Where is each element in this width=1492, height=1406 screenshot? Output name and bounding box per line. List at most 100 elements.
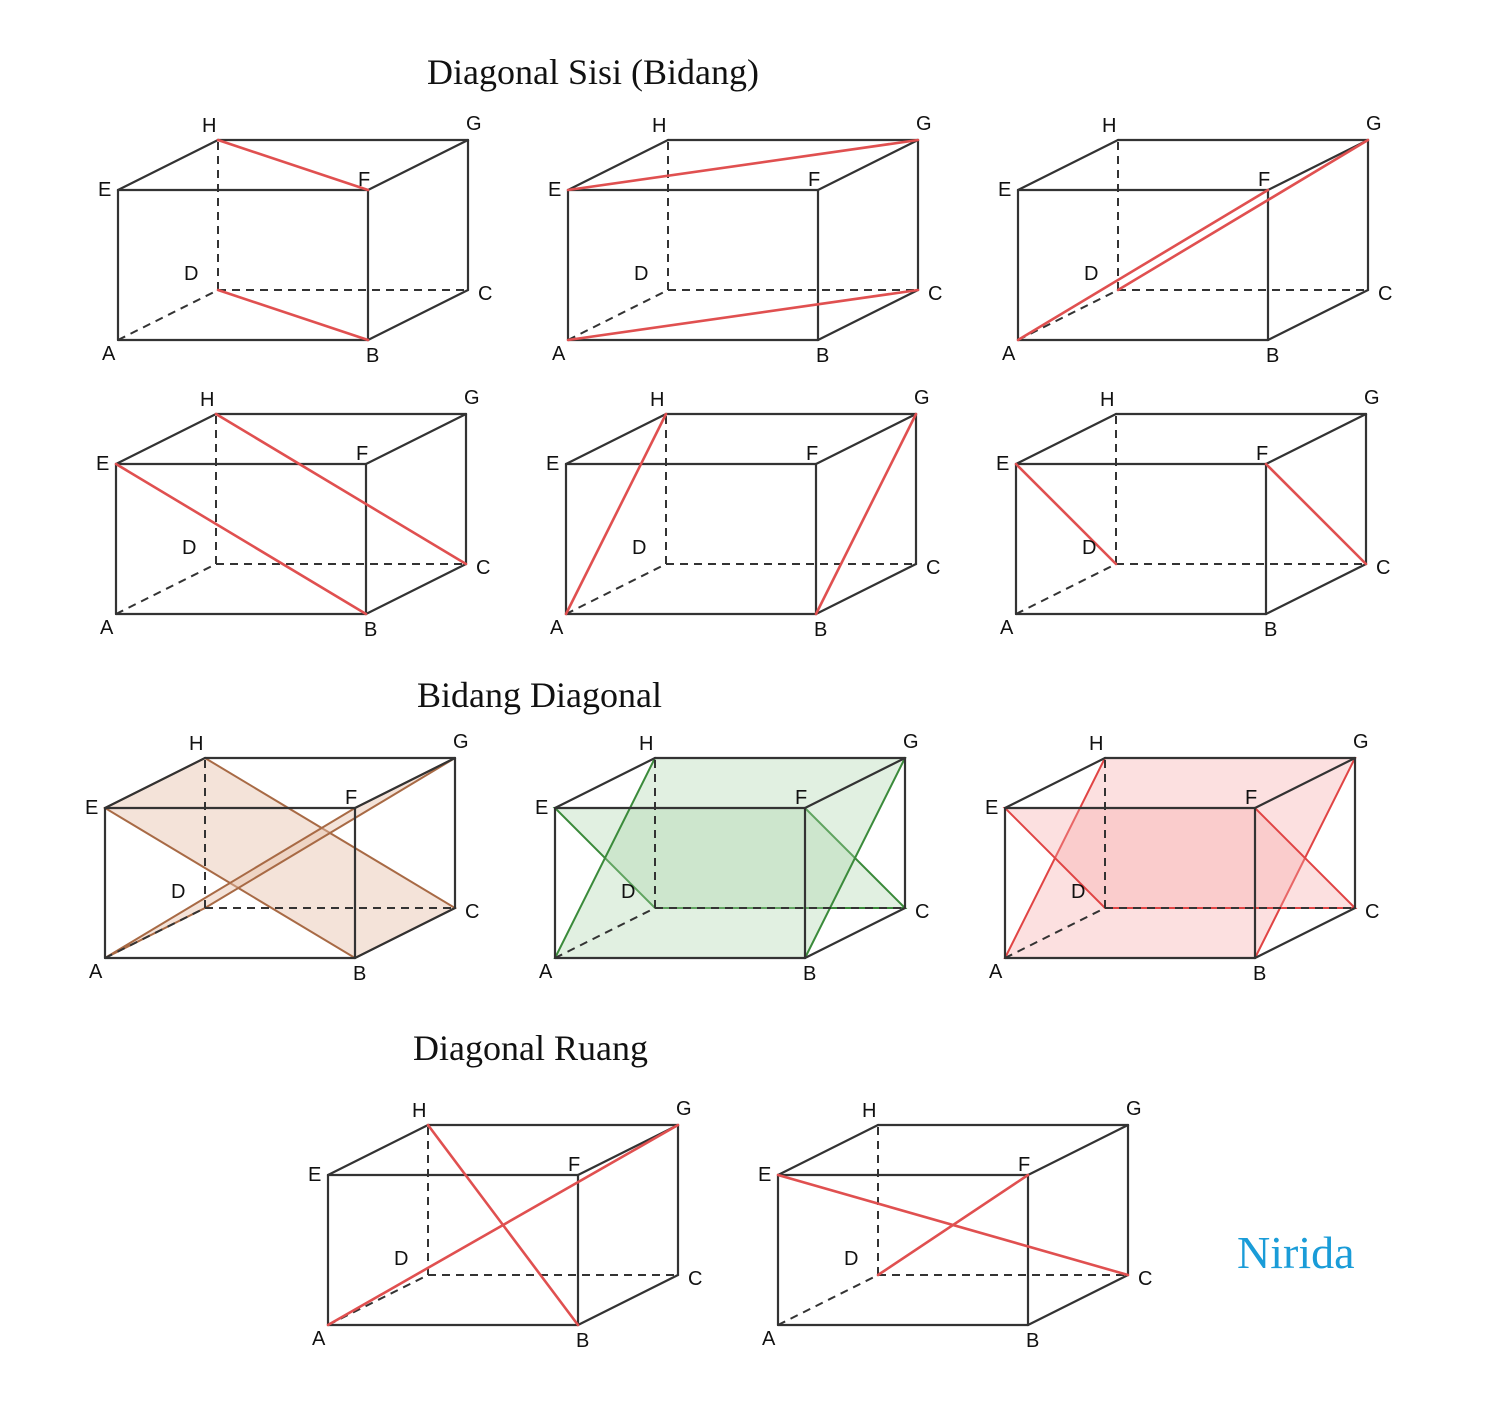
vertex-label-d: D (844, 1248, 858, 1270)
diagonal-plane-cuboid-3: A B C D E F G H (985, 731, 1379, 985)
hidden-edge-ad (117, 289, 219, 341)
space-diagonal-cuboid-2: A B C D E F G H (758, 1098, 1152, 1352)
edge-fg (1253, 756, 1357, 810)
vertex-label-d: D (184, 263, 198, 285)
vertex-label-d: D (1084, 263, 1098, 285)
vertex-label-c: C (1138, 1268, 1152, 1290)
vertex-label-g: G (1366, 113, 1382, 135)
vertex-label-b: B (1253, 963, 1266, 985)
vertex-label-b: B (803, 963, 816, 985)
space-diagonal-cuboid-1: A B C D E F G H (308, 1098, 702, 1352)
edge-fg (814, 412, 918, 466)
edge-bc (814, 562, 918, 616)
hidden-edge-ad (554, 907, 656, 959)
side-diagonal-cuboid-1: A B C D E F G H (98, 113, 492, 367)
vertex-label-c: C (1365, 901, 1379, 923)
edge-he (1014, 412, 1118, 466)
vertex-label-d: D (634, 263, 648, 285)
vertex-label-f: F (356, 443, 368, 465)
edge-he (114, 412, 218, 466)
vertex-label-e: E (85, 797, 98, 819)
vertex-label-c: C (1376, 557, 1390, 579)
diagonal-line-dg (1116, 138, 1370, 292)
vertex-label-h: H (639, 733, 653, 755)
vertex-label-a: A (1000, 617, 1014, 639)
vertex-label-g: G (464, 387, 480, 409)
diagonal-line-db (216, 288, 370, 342)
vertex-label-c: C (465, 901, 479, 923)
vertex-label-c: C (1378, 283, 1392, 305)
diagonal-line-eb (114, 462, 368, 616)
edge-he (1003, 756, 1107, 810)
vertex-label-a: A (89, 961, 103, 983)
vertex-label-g: G (466, 113, 482, 135)
vertex-label-g: G (1364, 387, 1380, 409)
edge-he (1016, 138, 1120, 192)
vertex-label-c: C (476, 557, 490, 579)
vertex-label-d: D (171, 881, 185, 903)
edge-bc (1264, 562, 1368, 616)
vertex-label-h: H (200, 389, 214, 411)
vertex-label-d: D (621, 881, 635, 903)
edge-he (103, 756, 207, 810)
edge-he (116, 138, 220, 192)
vertex-label-f: F (808, 169, 820, 191)
vertex-label-f: F (1256, 443, 1268, 465)
vertex-label-f: F (795, 787, 807, 809)
vertex-label-b: B (364, 619, 377, 641)
hidden-edge-ad (1017, 289, 1119, 341)
edge-fg (816, 138, 920, 192)
vertex-label-f: F (358, 169, 370, 191)
vertex-label-g: G (916, 113, 932, 135)
edge-bc (1253, 906, 1357, 960)
edge-bc (576, 1273, 680, 1327)
edge-fg (366, 138, 470, 192)
hidden-edge-ad (115, 563, 217, 615)
vertex-label-h: H (202, 115, 216, 137)
vertex-label-c: C (478, 283, 492, 305)
vertex-label-f: F (1018, 1154, 1030, 1176)
edge-bc (364, 562, 468, 616)
vertex-label-e: E (758, 1164, 771, 1186)
edge-bc (1026, 1273, 1130, 1327)
vertex-label-d: D (1082, 537, 1096, 559)
diagonal-line-ah (564, 412, 668, 616)
edge-fg (803, 756, 907, 810)
edge-he (776, 1123, 880, 1177)
hidden-edge-ad (777, 1274, 879, 1326)
vertex-label-d: D (182, 537, 196, 559)
vertex-label-e: E (535, 797, 548, 819)
vertex-label-b: B (1264, 619, 1277, 641)
edge-fg (353, 756, 457, 810)
vertex-label-h: H (189, 733, 203, 755)
vertex-label-b: B (814, 619, 827, 641)
diagonal-line-fc (1264, 462, 1368, 566)
vertex-label-c: C (688, 1268, 702, 1290)
vertex-label-h: H (1102, 115, 1116, 137)
edge-fg (1264, 412, 1368, 466)
hidden-edge-ad (1015, 563, 1117, 615)
vertex-label-h: H (1100, 389, 1114, 411)
vertex-label-e: E (546, 453, 559, 475)
side-diagonal-cuboid-2: A B C D E F G H (548, 113, 942, 367)
edge-bc (816, 288, 920, 342)
vertex-label-c: C (926, 557, 940, 579)
diagonal-plane-cuboid-1: A B C D E F G H (85, 731, 479, 985)
diagonal-line-hc (214, 412, 468, 566)
vertex-label-g: G (1126, 1098, 1142, 1120)
vertex-label-a: A (1002, 343, 1016, 365)
edge-bc (353, 906, 457, 960)
vertex-label-e: E (998, 179, 1011, 201)
edge-he (566, 138, 670, 192)
diagonal-line-bg (814, 412, 918, 616)
vertex-label-f: F (1258, 169, 1270, 191)
edge-fg (364, 412, 468, 466)
vertex-label-b: B (576, 1330, 589, 1352)
edge-bc (803, 906, 907, 960)
vertex-label-b: B (1266, 345, 1279, 367)
vertex-label-g: G (676, 1098, 692, 1120)
vertex-label-a: A (762, 1328, 776, 1350)
space-diagonal-title: Diagonal Ruang (413, 1028, 648, 1068)
diagonal-line-ed (1014, 462, 1118, 566)
